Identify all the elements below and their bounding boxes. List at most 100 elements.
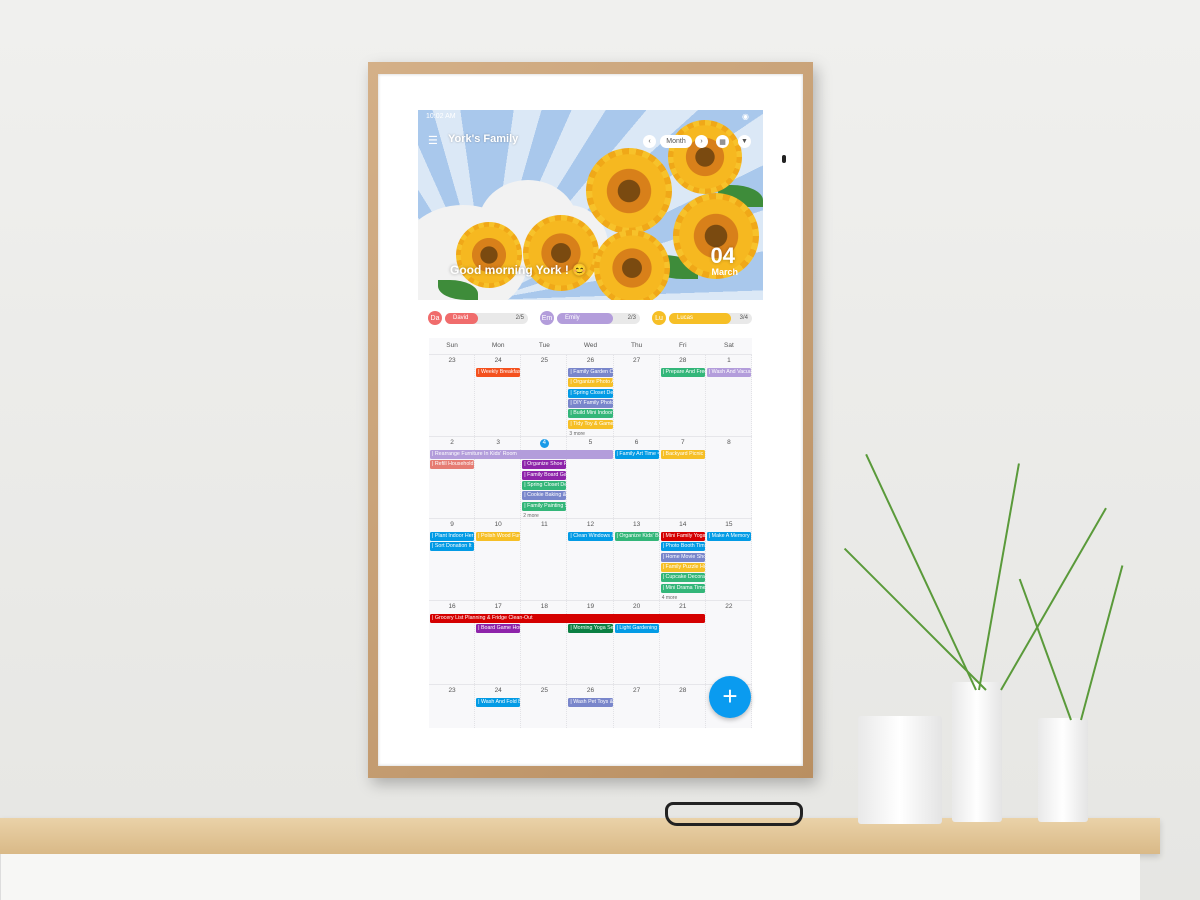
event-chip[interactable]: | Weekly Breakfast (476, 368, 521, 377)
day-cell[interactable] (706, 601, 752, 684)
event-chip[interactable]: | Organize Kids' Bo (614, 532, 659, 541)
clock-decor (858, 716, 942, 824)
hamburger-icon[interactable]: ☰ (428, 135, 438, 147)
event-chip[interactable]: | Grocery List Planning & Fridge Clean-O… (430, 614, 705, 623)
day-cell[interactable] (429, 601, 476, 684)
event-chip[interactable]: | Family Board Gam (522, 470, 567, 480)
day-cell[interactable] (660, 601, 706, 684)
day-cell[interactable] (475, 355, 522, 436)
day-cell[interactable] (429, 519, 476, 600)
weekday-header: Thu (631, 342, 643, 349)
filter-icon[interactable]: ▼ (738, 135, 751, 148)
day-cell[interactable] (614, 685, 660, 728)
event-chip[interactable]: | Family Art Time = (614, 450, 659, 459)
event-chip[interactable]: | Rearrange Furniture In Kids' Room (430, 450, 613, 459)
day-cell[interactable] (567, 685, 614, 728)
event-chip[interactable]: | Prepare And Free (660, 368, 705, 377)
event-chip[interactable]: | Family Painting S (522, 501, 567, 511)
plant-stem (978, 463, 1020, 691)
day-number: 23 (448, 687, 456, 694)
member-lucas[interactable]: Lu Lucas 3/4 (652, 311, 752, 325)
day-cell[interactable] (706, 685, 752, 728)
chevron-left-icon[interactable]: ‹ (643, 135, 656, 148)
event-chip[interactable]: | Photo Booth Time (660, 542, 705, 552)
event-chip[interactable]: | Mini Family Yoga (660, 532, 705, 541)
day-number: 13 (632, 521, 641, 528)
event-chip[interactable]: | Clean Windows & (568, 532, 613, 541)
day-cell[interactable] (614, 437, 660, 518)
more-events-link[interactable]: 3 more (569, 430, 585, 437)
day-cell[interactable] (614, 355, 660, 436)
day-cell[interactable] (475, 519, 522, 600)
camera-icon (782, 155, 786, 163)
day-cell[interactable] (429, 437, 476, 518)
plant-stem (843, 547, 987, 691)
day-cell[interactable] (521, 601, 568, 684)
day-cell[interactable] (660, 685, 706, 728)
header-banner: 10:02 AM ◉ ☰ York's Family ‹ Month › ▦ ▼… (418, 110, 763, 300)
event-chip[interactable]: | Home Movie Shor (660, 552, 705, 562)
event-chip[interactable]: | Plant Indoor Her (430, 532, 475, 541)
chevron-right-icon[interactable]: › (695, 135, 708, 148)
event-chip[interactable]: | Family Garden Cle (568, 368, 613, 377)
cabinet (0, 854, 1140, 900)
event-chip[interactable]: | Cookie Baking & D (522, 491, 567, 501)
calendar-icon[interactable]: ▦ (716, 135, 729, 148)
day-cell[interactable] (429, 685, 476, 728)
event-chip[interactable]: | Organize Shoe Ra (522, 460, 567, 470)
more-events-link[interactable]: 2 more (523, 512, 539, 519)
day-cell[interactable] (660, 519, 706, 600)
plant-stem (1000, 507, 1107, 691)
day-cell[interactable] (706, 519, 752, 600)
day-number: 5 (588, 439, 593, 446)
day-cell[interactable] (521, 355, 568, 436)
day-cell[interactable] (429, 355, 476, 436)
event-chip[interactable]: | Make A Memory S (706, 532, 751, 541)
day-cell[interactable] (475, 685, 522, 728)
event-chip[interactable]: | Sort Donation It (430, 542, 475, 552)
event-chip[interactable]: | Spring Closet Dec (568, 388, 613, 398)
day-cell[interactable] (660, 355, 706, 436)
event-chip[interactable]: | Board Game Hour (476, 624, 521, 634)
event-chip[interactable]: | Family Puzzle Ho (660, 562, 705, 572)
member-emily[interactable]: Em Emily 2/3 (540, 311, 640, 325)
member-david[interactable]: Da David 2/5 (428, 311, 528, 325)
day-cell[interactable] (567, 519, 614, 600)
event-chip[interactable]: | Morning Yoga Ses (568, 624, 613, 634)
day-cell[interactable] (521, 519, 568, 600)
day-cell[interactable] (614, 601, 660, 684)
day-cell[interactable] (706, 355, 752, 436)
event-chip[interactable]: | Refill Household (430, 460, 475, 470)
day-number: 10 (494, 521, 502, 528)
event-chip[interactable]: | DIY Family Photo (568, 398, 613, 408)
view-selector[interactable]: Month (660, 135, 692, 148)
event-chip[interactable]: | Wash And Vacuu (706, 368, 751, 377)
day-cell[interactable] (706, 437, 752, 518)
day-cell[interactable] (521, 437, 568, 518)
day-number: 6 (634, 439, 639, 446)
event-chip[interactable]: | Spring Closet Dec (522, 480, 567, 490)
event-chip[interactable]: | Light Gardening (614, 624, 659, 634)
event-chip[interactable]: | Cupcake Decorati (660, 573, 705, 583)
day-cell[interactable] (567, 355, 614, 436)
add-event-button[interactable]: + (709, 676, 751, 718)
event-chip[interactable]: | Wash And Fold Be (476, 698, 521, 707)
day-cell[interactable] (567, 437, 614, 518)
event-chip[interactable]: | Build Mini Indoor (568, 409, 613, 419)
day-cell[interactable] (567, 601, 614, 684)
event-chip[interactable]: | Mini Drama Time (660, 583, 705, 593)
event-chip[interactable]: | Backyard Picnic S (660, 450, 705, 459)
event-chip[interactable]: | Organize Photo Al (568, 378, 613, 388)
day-number: 23 (448, 357, 456, 364)
event-chip[interactable]: | Tidy Toy & Game (568, 419, 613, 429)
day-number: 21 (679, 603, 687, 610)
day-cell[interactable] (660, 437, 706, 518)
weekday-header: Mon (491, 342, 505, 349)
more-events-link[interactable]: 4 more (661, 594, 678, 601)
day-cell[interactable] (475, 437, 522, 518)
event-chip[interactable]: | Polish Wood Furn (476, 532, 521, 541)
day-cell[interactable] (614, 519, 660, 600)
day-cell[interactable] (475, 601, 522, 684)
event-chip[interactable]: | Wash Pet Toys & (568, 698, 613, 707)
day-cell[interactable] (521, 685, 568, 728)
